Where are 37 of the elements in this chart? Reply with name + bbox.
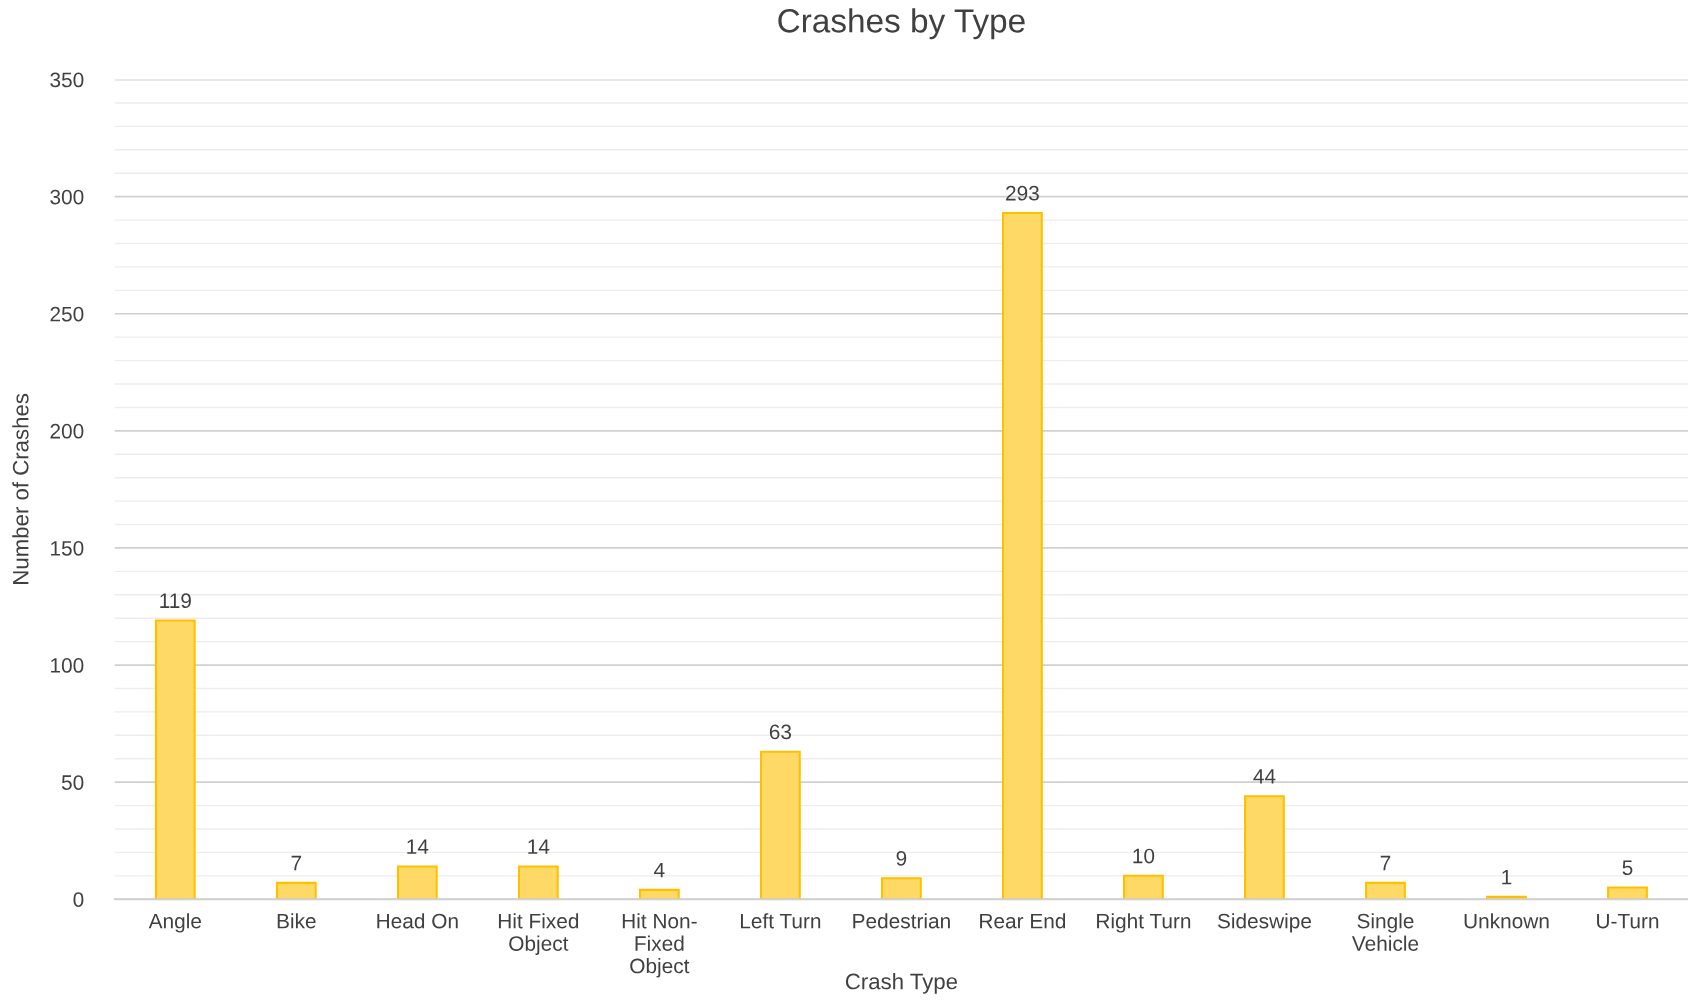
x-tick-label: Bike xyxy=(277,913,316,929)
y-tick-label: 50 xyxy=(61,775,84,790)
data-label: 10 xyxy=(1133,848,1155,864)
data-label: 293 xyxy=(1006,185,1039,201)
data-label: 119 xyxy=(160,593,191,609)
x-tick-label: U-Turn xyxy=(1597,913,1659,929)
x-tick-label: Hit Non- Fixed Object xyxy=(622,913,697,978)
y-tick-label: 200 xyxy=(50,423,84,439)
data-label: 5 xyxy=(1622,860,1633,876)
data-label: 7 xyxy=(291,855,302,871)
data-label: 4 xyxy=(654,862,665,878)
data-label: 63 xyxy=(769,724,792,740)
chart-title: Crashes by Type xyxy=(778,8,1025,40)
x-tick-label: Angle xyxy=(148,913,202,933)
data-label: 1 xyxy=(1502,869,1512,885)
data-label: 14 xyxy=(407,839,429,854)
x-tick-label: Hit Fixed Object xyxy=(498,913,579,955)
y-tick-label: 100 xyxy=(51,658,84,673)
x-tick-label: Unknown xyxy=(1464,913,1549,929)
x-axis-title: Crash Type xyxy=(845,973,958,994)
x-tick-label: Head On xyxy=(377,913,458,929)
x-tick-label: Sideswipe xyxy=(1217,913,1311,933)
data-label: 44 xyxy=(1253,769,1276,784)
x-tick-label: Right Turn xyxy=(1097,913,1191,933)
data-label: 9 xyxy=(896,850,907,866)
data-label: 7 xyxy=(1380,855,1391,871)
x-tick-label: Single Vehicle xyxy=(1351,913,1419,951)
x-tick-label: Left Turn xyxy=(740,913,821,929)
y-tick-label: 0 xyxy=(73,892,84,907)
y-tick-label: 150 xyxy=(51,540,84,556)
y-tick-label: 300 xyxy=(50,189,84,205)
y-tick-label: 250 xyxy=(50,306,84,322)
y-axis-title: Number of Crashes xyxy=(12,393,29,584)
y-tick-label: 350 xyxy=(50,72,84,88)
x-tick-label: Pedestrian xyxy=(853,913,950,929)
data-label: 14 xyxy=(528,839,550,854)
x-tick-label: Rear End xyxy=(980,913,1066,929)
